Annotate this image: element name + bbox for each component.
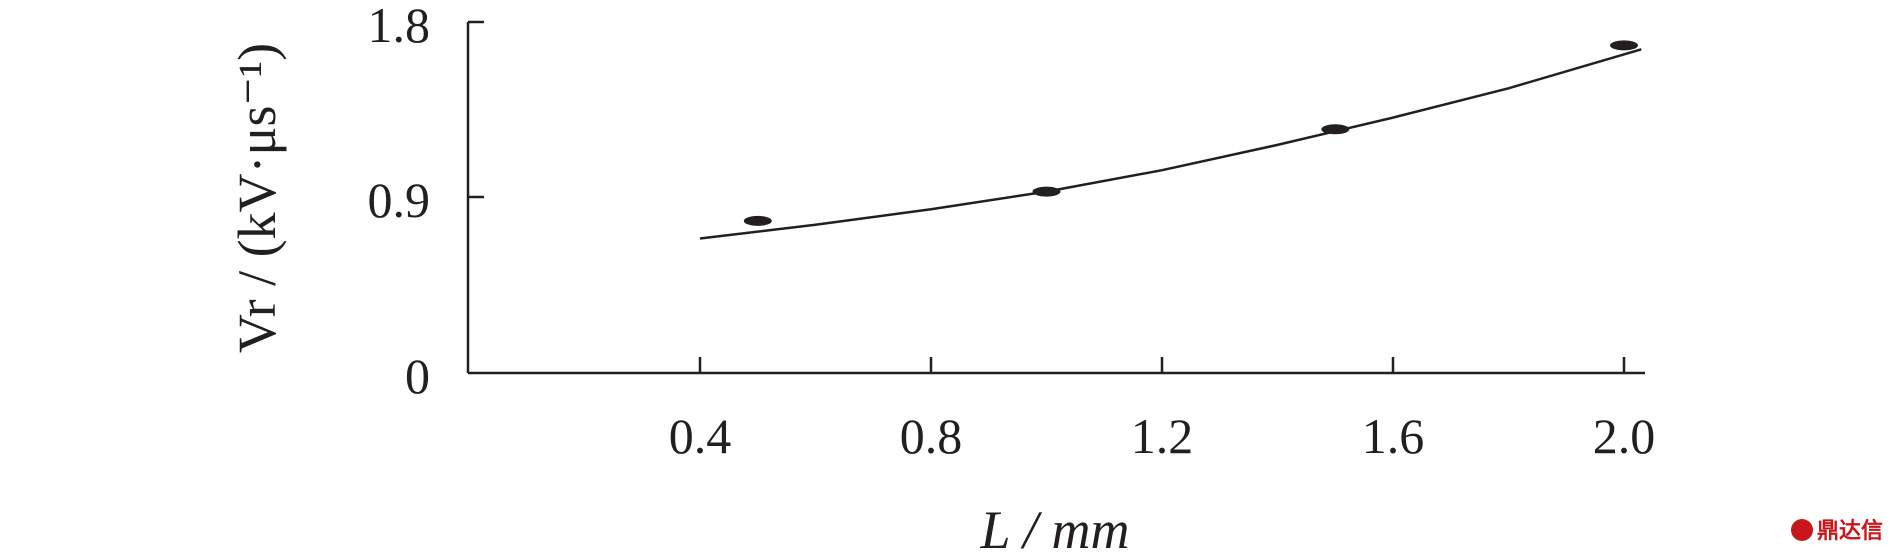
x-axis-label: L / mm	[979, 500, 1129, 555]
data-point-4	[1610, 40, 1638, 51]
x-tick-label-1.6: 1.6	[1362, 408, 1425, 464]
y-axis-label: Vr / (kV·μs⁻¹)	[227, 43, 287, 353]
data-points-layer	[743, 40, 1638, 226]
x-tick-label-1.2: 1.2	[1131, 408, 1194, 464]
data-point-2	[1032, 186, 1061, 197]
x-tick-label-2.0: 2.0	[1593, 408, 1656, 464]
x-tick-label-0.8: 0.8	[900, 408, 963, 464]
fit-curve	[699, 48, 1642, 240]
fit-curve-layer	[699, 48, 1642, 240]
y-tick-label-1.8: 1.8	[368, 0, 431, 53]
y-tick-label-0.9: 0.9	[368, 172, 431, 228]
watermark-icon	[1791, 519, 1813, 541]
watermark-text: 鼎达信	[1817, 518, 1883, 544]
x-tick-label-0.4: 0.4	[669, 408, 732, 464]
data-point-3	[1321, 124, 1350, 135]
y-tick-label-0: 0	[405, 348, 430, 404]
watermark-logo: 鼎达信	[1791, 518, 1883, 544]
data-point-1	[743, 215, 772, 226]
